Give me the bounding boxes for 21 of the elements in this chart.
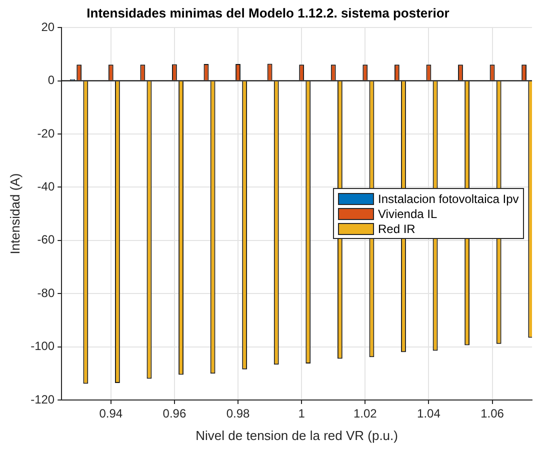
x-tick-label: 0.98 xyxy=(226,406,250,421)
legend-label: Instalacion fotovoltaica Ipv xyxy=(378,192,519,206)
y-tick-label: -20 xyxy=(37,126,55,140)
x-tick-label: 0.96 xyxy=(162,406,186,421)
x-tick-label: 1 xyxy=(298,406,306,421)
x-tick-label: 1.06 xyxy=(480,406,504,421)
y-tick-label: 20 xyxy=(41,20,55,34)
y-tick-label: -40 xyxy=(37,180,55,194)
legend-label: Red IR xyxy=(378,222,416,236)
chart-title: Intensidades minimas del Modelo 1.12.2. sistema posterior xyxy=(86,5,450,20)
x-tick-label: 0.94 xyxy=(99,406,123,421)
y-tick-label: 0 xyxy=(48,73,55,88)
x-axis-title: Nivel de tension de la red VR (p.u.) xyxy=(196,428,398,443)
y-tick-label: -120 xyxy=(30,392,55,406)
y-tick-label: -60 xyxy=(37,232,55,247)
x-tick-label: 1.04 xyxy=(417,406,441,421)
y-axis-title: Intensidad (A) xyxy=(7,173,22,254)
y-tick-label: -80 xyxy=(37,286,55,300)
x-tick-label: 1.02 xyxy=(353,406,378,421)
legend-label: Vivienda IL xyxy=(378,206,438,221)
y-tick-label: -100 xyxy=(30,339,55,354)
